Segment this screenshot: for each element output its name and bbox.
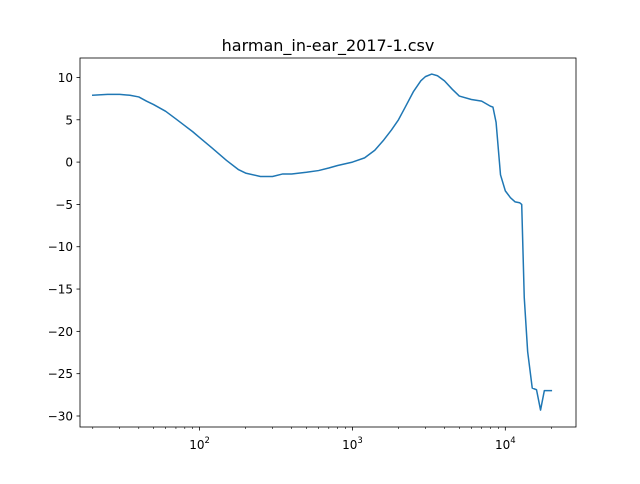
x-tick-label-exponent: 4 <box>510 436 515 446</box>
y-tick-label: −10 <box>48 240 73 254</box>
x-tick-label-exponent: 3 <box>357 436 362 446</box>
y-tick-label: −25 <box>48 367 73 381</box>
x-tick-label-base: 10 <box>342 438 357 452</box>
x-tick-label: 104 <box>495 436 516 452</box>
y-tick-label: 5 <box>65 113 73 127</box>
chart-title: harman_in-ear_2017-1.csv <box>222 36 435 56</box>
series-line-0 <box>91 73 553 411</box>
x-tick-label-exponent: 2 <box>205 436 210 446</box>
x-tick-label: 103 <box>342 436 363 452</box>
y-tick-label: 0 <box>65 156 73 170</box>
series-layer <box>91 73 553 411</box>
x-tick-label: 102 <box>189 436 210 452</box>
y-tick-label: −5 <box>55 198 73 212</box>
y-tick-label: 10 <box>58 71 73 85</box>
x-tick-label-base: 10 <box>189 438 204 452</box>
plot-area <box>80 58 576 427</box>
y-tick-label: −20 <box>48 325 73 339</box>
axes-frame <box>79 57 577 428</box>
x-tick-label-base: 10 <box>495 438 510 452</box>
y-tick-label: −30 <box>48 409 73 423</box>
y-tick-label: −15 <box>48 283 73 297</box>
